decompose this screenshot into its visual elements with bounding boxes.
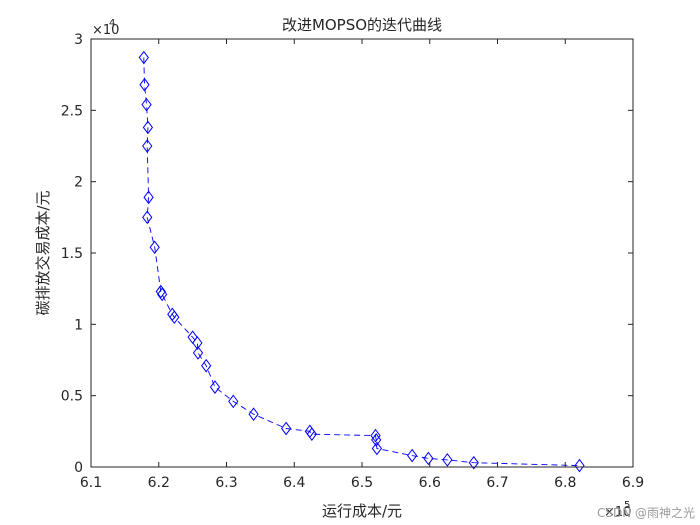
y-tick-label: 1.5 xyxy=(61,246,83,262)
plot-area xyxy=(91,39,633,467)
x-axis-ticks: 6.1 6.2 6.3 6.4 6.5 6.6 6.7 6.8 6.9 xyxy=(80,39,644,491)
series-line xyxy=(143,57,580,467)
x-axis-label: 运行成本/元 xyxy=(322,502,402,520)
data-point-marker xyxy=(192,336,203,350)
x-tick-label: 6.9 xyxy=(622,475,644,491)
data-point-marker xyxy=(169,310,180,325)
data-point-marker xyxy=(142,210,153,225)
y-tick-label: 2 xyxy=(74,175,83,191)
data-point-marker xyxy=(157,287,168,302)
y-exponent-power: 4 xyxy=(109,18,115,29)
data-point-marker xyxy=(192,346,204,360)
y-tick-label: 0.5 xyxy=(61,389,83,405)
chart-title: 改进MOPSO的迭代曲线 xyxy=(282,16,442,34)
data-point-marker xyxy=(139,77,150,92)
data-point-marker xyxy=(201,358,212,373)
data-point-marker xyxy=(370,428,381,443)
x-tick-label: 6.4 xyxy=(283,475,305,491)
x-tick-label: 6.5 xyxy=(351,475,373,491)
data-point-marker xyxy=(574,458,585,473)
data-point-marker xyxy=(280,421,292,436)
data-point-marker xyxy=(149,240,160,255)
watermark: CSDN @雨神之光 xyxy=(597,506,695,520)
y-tick-label: 2.5 xyxy=(61,103,83,119)
series-layer xyxy=(138,50,585,473)
x-tick-label: 6.6 xyxy=(419,475,441,491)
data-point-marker xyxy=(442,453,453,467)
y-tick-label: 1 xyxy=(74,317,83,333)
data-point-marker xyxy=(407,448,418,463)
data-point-marker xyxy=(141,97,152,112)
x-tick-label: 6.8 xyxy=(554,475,576,491)
data-point-marker xyxy=(209,380,221,394)
data-point-marker xyxy=(468,455,479,470)
data-point-marker xyxy=(423,451,434,466)
data-point-marker xyxy=(306,427,317,442)
x-tick-label: 6.7 xyxy=(486,475,508,491)
x-tick-label: 6.1 xyxy=(80,475,102,491)
data-point-marker xyxy=(142,120,154,135)
data-point-marker xyxy=(143,190,154,205)
x-tick-label: 6.2 xyxy=(148,475,170,491)
y-exponent: ×10 4 xyxy=(92,18,119,38)
data-point-marker xyxy=(142,139,153,153)
x-exponent-power: 5 xyxy=(624,500,630,511)
y-tick-label: 0 xyxy=(74,460,83,476)
data-point-marker xyxy=(371,441,383,456)
y-tick-label: 3 xyxy=(74,32,83,48)
data-point-marker xyxy=(371,433,382,447)
data-point-marker xyxy=(248,407,259,422)
data-point-marker xyxy=(228,394,239,409)
data-point-marker xyxy=(155,284,166,299)
data-point-marker xyxy=(138,50,149,65)
x-exponent: ×10 5 xyxy=(604,500,631,520)
x-tick-label: 6.3 xyxy=(215,475,237,491)
x-exponent-base: ×10 xyxy=(604,505,631,520)
y-axis-ticks: 0 0.5 1 1.5 2 2.5 3 xyxy=(61,32,633,476)
y-axis-label: 碳排放交易成本/元 xyxy=(34,190,52,315)
y-exponent-base: ×10 xyxy=(92,23,119,38)
